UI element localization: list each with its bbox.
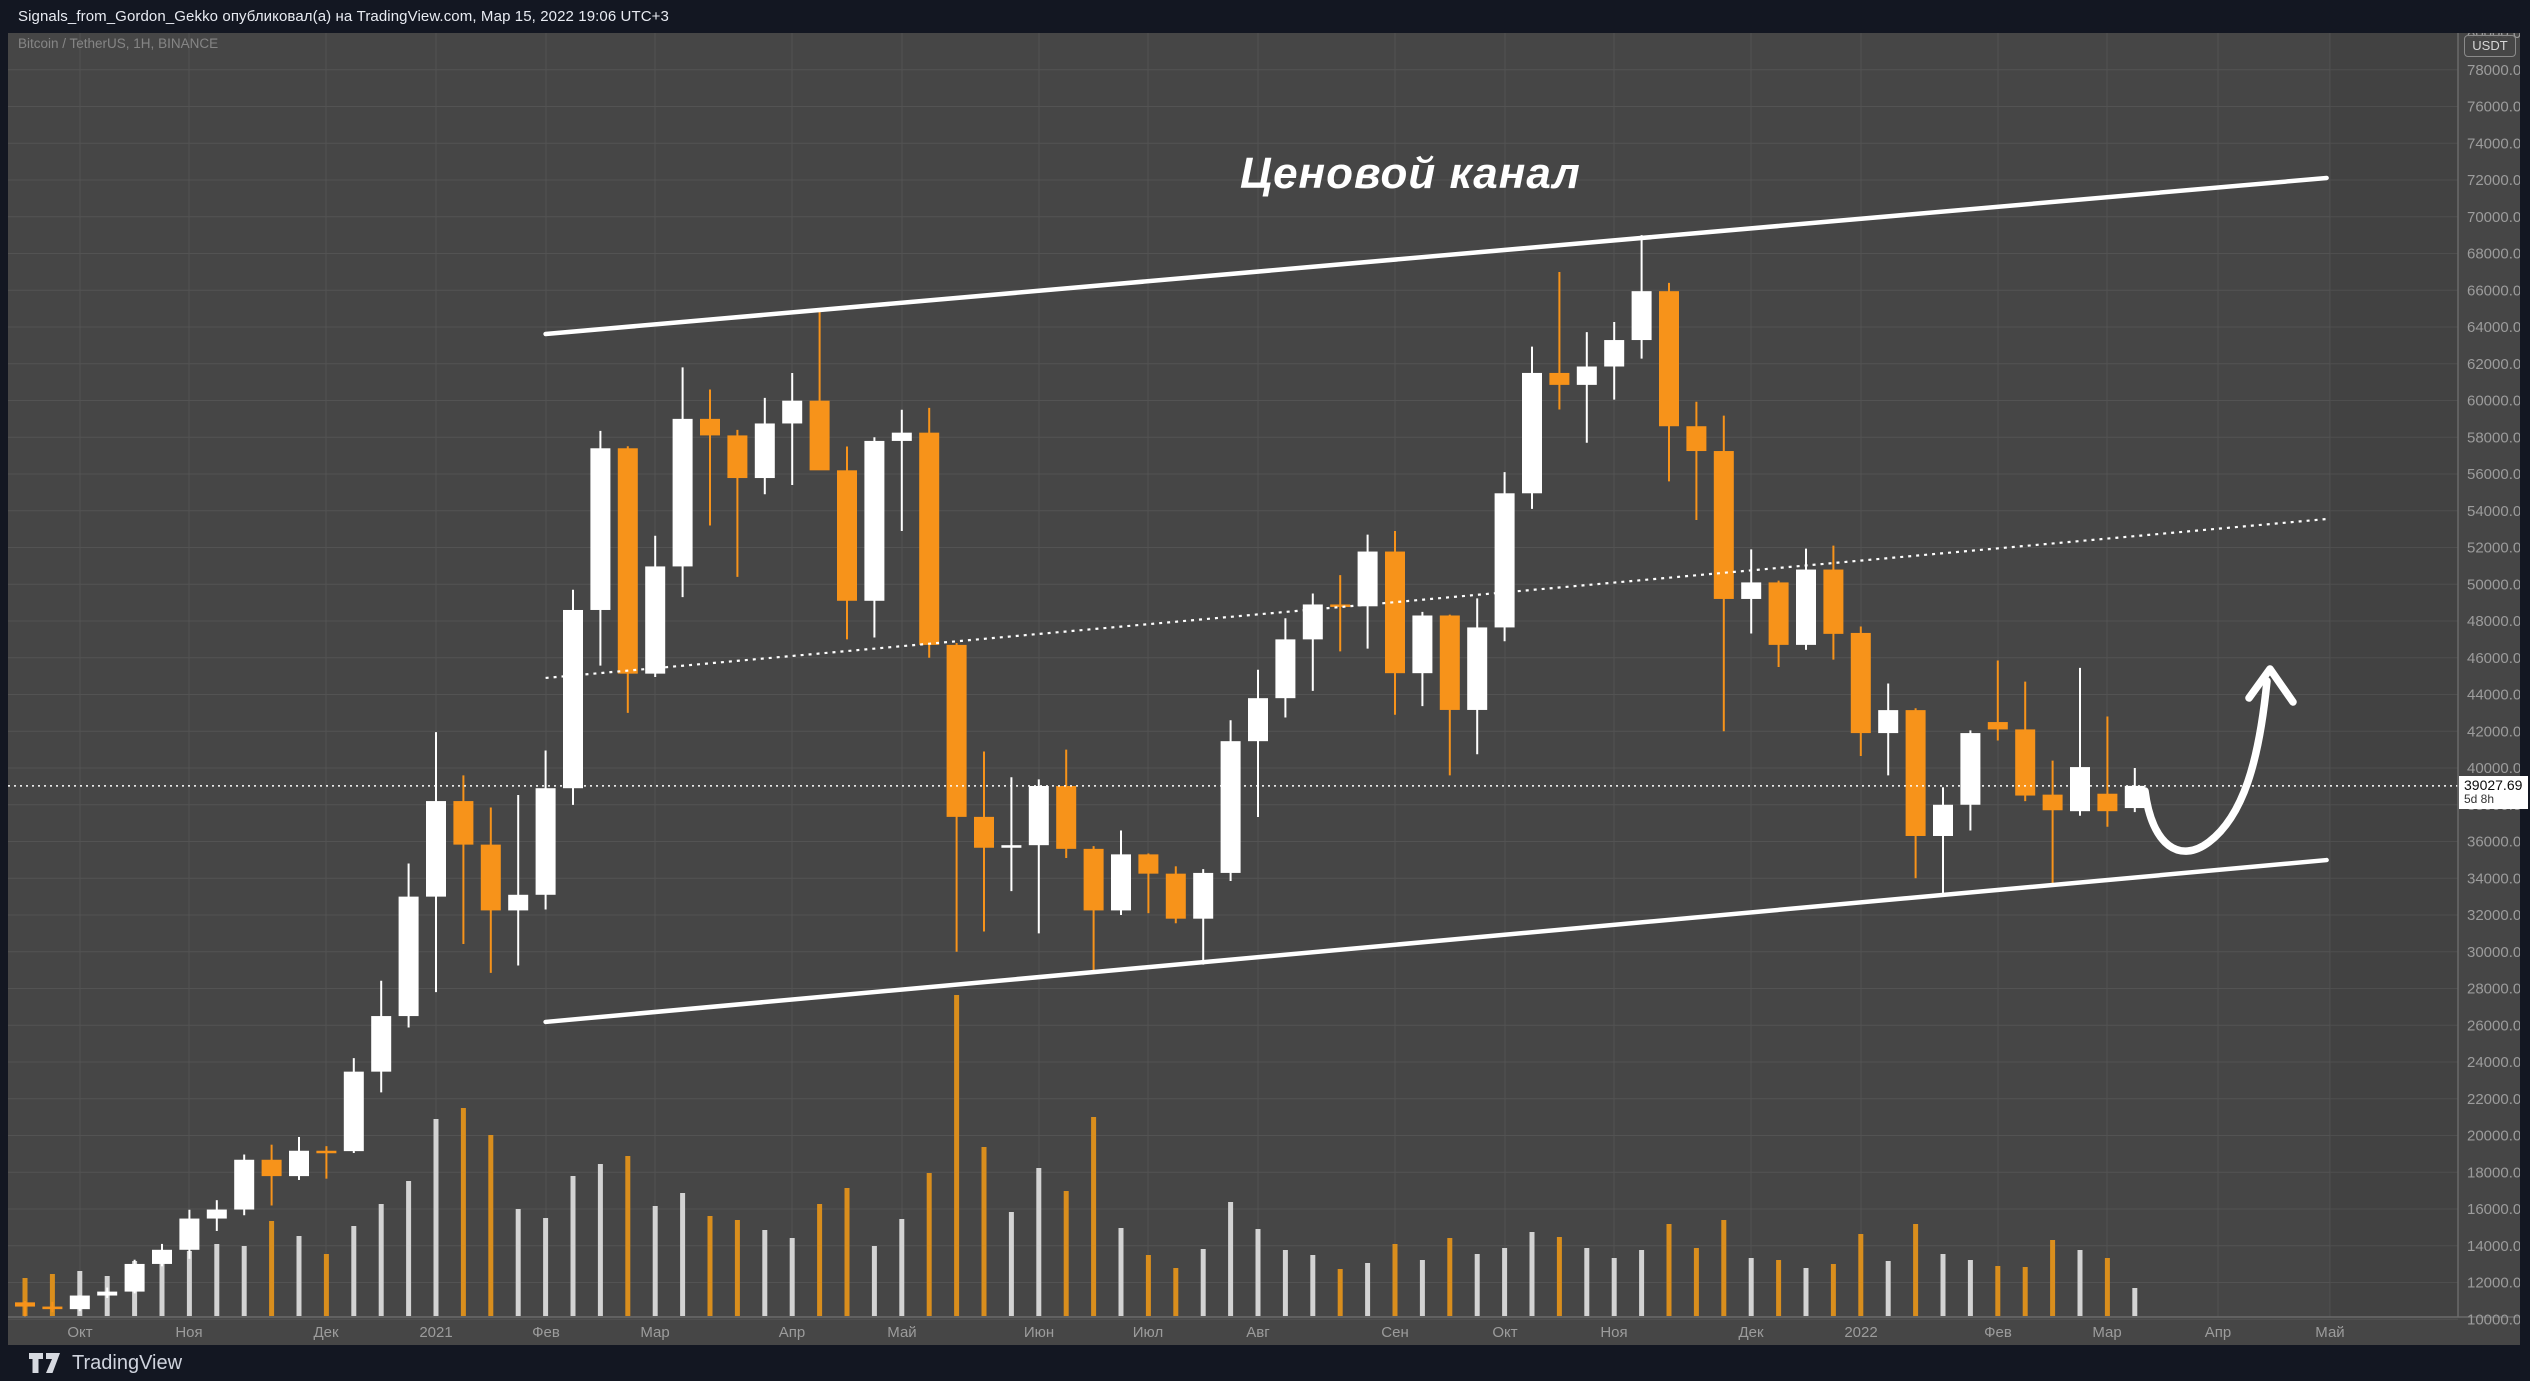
svg-text:70000.00: 70000.00 (2467, 209, 2520, 226)
svg-text:68000.00: 68000.00 (2467, 246, 2520, 263)
svg-text:Июн: Июн (1024, 1324, 1054, 1341)
svg-text:Мар: Мар (2092, 1324, 2121, 1341)
time-axis[interactable]: Окт Ноя Дек 2021 Фев Мар Апр Май Июн Июл Авг Сен Окт… (67, 1324, 2344, 1341)
svg-text:Окт: Окт (67, 1324, 92, 1341)
svg-text:52000.00: 52000.00 (2467, 540, 2520, 557)
tradingview-brand[interactable]: TradingView (72, 1351, 183, 1374)
svg-text:Апр: Апр (2205, 1324, 2231, 1341)
svg-text:42000.00: 42000.00 (2467, 723, 2520, 740)
svg-text:66000.00: 66000.00 (2467, 282, 2520, 299)
svg-text:56000.00: 56000.00 (2467, 466, 2520, 483)
svg-text:Дек: Дек (313, 1324, 339, 1341)
tradingview-logo-icon[interactable] (28, 1352, 62, 1374)
svg-text:24000.00: 24000.00 (2467, 1054, 2520, 1071)
svg-text:46000.00: 46000.00 (2467, 650, 2520, 667)
last-price-value: 39027.69 (2464, 777, 2523, 793)
svg-text:50000.00: 50000.00 (2467, 576, 2520, 593)
future-area-shade (2330, 33, 2458, 1317)
svg-text:48000.00: 48000.00 (2467, 613, 2520, 630)
svg-text:40000.00: 40000.00 (2467, 760, 2520, 777)
svg-text:Ноя: Ноя (1600, 1324, 1627, 1341)
price-axis[interactable]: 80000.0078000.0076000.0074000.0072000.00… (2467, 33, 2520, 1328)
svg-text:12000.00: 12000.00 (2467, 1275, 2520, 1292)
publish-bar: Signals_from_Gordon_Gekko опубликовал(а)… (0, 0, 2530, 33)
svg-text:54000.00: 54000.00 (2467, 503, 2520, 520)
bar-countdown: 5d 8h (2464, 792, 2495, 806)
svg-text:78000.00: 78000.00 (2467, 62, 2520, 79)
svg-text:Фев: Фев (1984, 1324, 2012, 1341)
svg-text:2022: 2022 (1844, 1324, 1877, 1341)
svg-text:Мар: Мар (640, 1324, 669, 1341)
svg-text:34000.00: 34000.00 (2467, 870, 2520, 887)
axis-borders (8, 33, 2520, 1318)
footer-bar: TradingView (0, 1345, 2530, 1381)
svg-text:62000.00: 62000.00 (2467, 356, 2520, 373)
channel-lower-line[interactable] (543, 857, 2329, 1025)
svg-text:72000.00: 72000.00 (2467, 172, 2520, 189)
channel-middle-line[interactable] (545, 517, 2327, 680)
svg-text:36000.00: 36000.00 (2467, 834, 2520, 851)
svg-text:74000.00: 74000.00 (2467, 135, 2520, 152)
publish-info: Signals_from_Gordon_Gekko опубликовал(а)… (18, 8, 669, 25)
svg-text:58000.00: 58000.00 (2467, 429, 2520, 446)
svg-text:30000.00: 30000.00 (2467, 944, 2520, 961)
svg-text:20000.00: 20000.00 (2467, 1128, 2520, 1145)
svg-text:22000.00: 22000.00 (2467, 1091, 2520, 1108)
channel-title-annotation: Ценовой канал (1240, 149, 1581, 198)
svg-text:64000.00: 64000.00 (2467, 319, 2520, 336)
svg-text:28000.00: 28000.00 (2467, 981, 2520, 998)
svg-text:Окт: Окт (1492, 1324, 1517, 1341)
svg-text:Авг: Авг (1246, 1324, 1270, 1341)
svg-text:Сен: Сен (1381, 1324, 1408, 1341)
volume-bars (22, 995, 2138, 1316)
svg-text:18000.00: 18000.00 (2467, 1164, 2520, 1181)
candles (15, 235, 2145, 1317)
svg-text:2021: 2021 (419, 1324, 452, 1341)
svg-text:Апр: Апр (779, 1324, 805, 1341)
svg-text:Июл: Июл (1133, 1324, 1163, 1341)
svg-text:10000.00: 10000.00 (2467, 1311, 2520, 1328)
svg-text:14000.00: 14000.00 (2467, 1238, 2520, 1255)
svg-text:Май: Май (887, 1324, 916, 1341)
symbol-watermark: Bitcoin / TetherUS, 1H, BINANCE (18, 36, 219, 51)
chart-canvas: 80000.0078000.0076000.0074000.0072000.00… (8, 33, 2520, 1341)
svg-text:Ноя: Ноя (175, 1324, 202, 1341)
svg-text:Фев: Фев (532, 1324, 560, 1341)
svg-text:26000.00: 26000.00 (2467, 1017, 2520, 1034)
svg-text:Дек: Дек (1738, 1324, 1764, 1341)
channel-upper-line[interactable] (543, 175, 2329, 337)
svg-text:16000.00: 16000.00 (2467, 1201, 2520, 1218)
currency-toggle-button[interactable]: USDT (2464, 35, 2516, 57)
svg-text:76000.00: 76000.00 (2467, 99, 2520, 116)
trend-arrow[interactable] (2141, 665, 2297, 855)
svg-text:44000.00: 44000.00 (2467, 687, 2520, 704)
svg-text:32000.00: 32000.00 (2467, 907, 2520, 924)
svg-text:60000.00: 60000.00 (2467, 393, 2520, 410)
grid-lines (8, 33, 2458, 1320)
last-price-label: 39027.69 5d 8h (2459, 776, 2528, 809)
svg-text:Май: Май (2315, 1324, 2344, 1341)
chart-surface[interactable]: 80000.0078000.0076000.0074000.0072000.00… (8, 33, 2528, 1345)
